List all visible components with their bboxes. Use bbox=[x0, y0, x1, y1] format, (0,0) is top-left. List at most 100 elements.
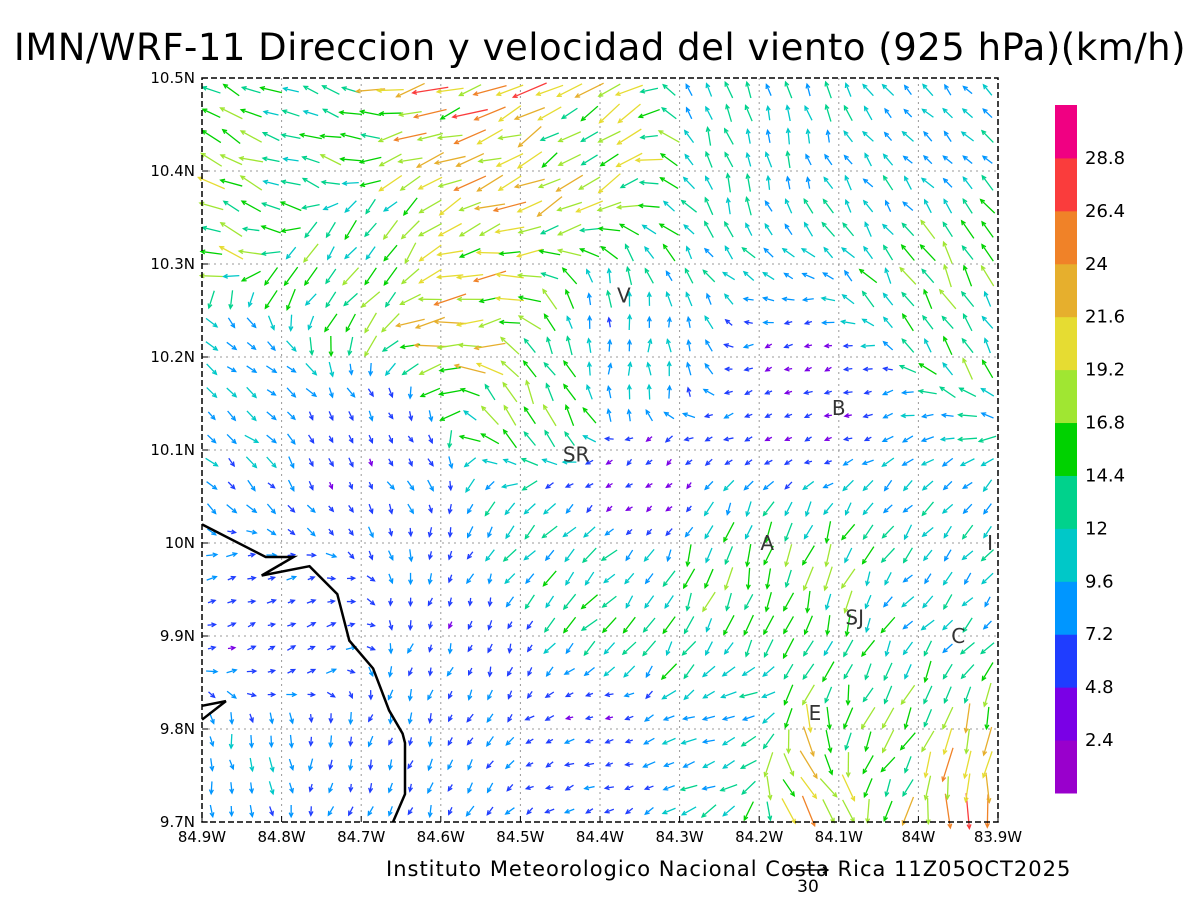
wind-arrow bbox=[841, 523, 856, 541]
wind-arrow bbox=[368, 666, 374, 678]
wind-arrow bbox=[368, 782, 374, 794]
wind-arrow bbox=[764, 343, 773, 349]
wind-arrow bbox=[305, 363, 318, 376]
wind-arrow bbox=[723, 293, 734, 305]
wind-arrow bbox=[901, 796, 915, 827]
wind-arrow bbox=[564, 404, 575, 426]
wind-arrow bbox=[564, 692, 574, 698]
wind-arrow bbox=[901, 222, 915, 237]
wind-arrow bbox=[246, 317, 257, 329]
wind-arrow bbox=[706, 292, 712, 305]
y-tick-label: 10.1N bbox=[150, 441, 195, 459]
wind-arrow bbox=[681, 412, 696, 419]
wind-arrow bbox=[658, 223, 679, 236]
wind-arrow bbox=[584, 692, 594, 697]
wind-arrow bbox=[645, 690, 653, 700]
wind-arrow bbox=[645, 408, 654, 422]
wind-arrow bbox=[626, 408, 632, 422]
wind-arrow bbox=[260, 202, 281, 210]
wind-arrow bbox=[805, 590, 811, 614]
wind-arrow bbox=[844, 198, 852, 213]
wind-arrow bbox=[883, 131, 893, 141]
wind-arrow bbox=[665, 528, 673, 537]
wind-arrow bbox=[982, 479, 993, 493]
wind-arrow bbox=[543, 361, 556, 376]
wind-arrow bbox=[823, 389, 832, 395]
wind-arrow bbox=[942, 177, 953, 188]
wind-arrow bbox=[925, 798, 931, 826]
wind-arrow bbox=[492, 201, 527, 213]
wind-arrow bbox=[823, 502, 834, 516]
wind-arrow bbox=[784, 436, 793, 442]
wind-arrow bbox=[704, 362, 714, 375]
wind-arrow bbox=[494, 295, 525, 302]
wind-arrow bbox=[645, 459, 653, 465]
wind-arrow bbox=[682, 568, 696, 590]
wind-arrow bbox=[226, 552, 239, 558]
wind-arrow bbox=[522, 360, 537, 378]
wind-arrow bbox=[923, 549, 933, 562]
wind-arrow bbox=[864, 663, 872, 681]
wind-arrow bbox=[453, 175, 487, 191]
wind-arrow bbox=[525, 379, 535, 405]
wind-arrow bbox=[268, 735, 274, 748]
wind-arrow bbox=[301, 177, 320, 189]
wind-arrow bbox=[247, 479, 256, 492]
wind-arrow bbox=[921, 730, 935, 753]
wind-arrow bbox=[704, 315, 714, 330]
wind-arrow bbox=[603, 808, 615, 814]
colorbar-swatch bbox=[1055, 634, 1077, 688]
wind-arrow bbox=[280, 227, 301, 234]
wind-arrow bbox=[437, 179, 462, 188]
wind-arrow bbox=[328, 505, 335, 513]
wind-arrow bbox=[261, 132, 280, 142]
wind-arrow bbox=[685, 245, 693, 260]
reference-vector: 30 bbox=[788, 866, 830, 897]
wind-arrow bbox=[805, 176, 811, 189]
wind-arrow bbox=[472, 270, 507, 283]
wind-arrow bbox=[387, 759, 393, 771]
wind-arrow bbox=[563, 668, 575, 675]
wind-arrow bbox=[721, 715, 735, 721]
colorbar-label: 21.6 bbox=[1085, 307, 1125, 328]
wind-arrow bbox=[883, 685, 893, 705]
colorbar-label: 7.2 bbox=[1085, 624, 1114, 645]
wind-arrow bbox=[982, 751, 993, 779]
wind-arrow bbox=[326, 622, 337, 628]
wind-arrow bbox=[308, 458, 314, 468]
wind-arrow bbox=[246, 410, 257, 422]
wind-arrow bbox=[368, 362, 374, 377]
wind-arrow bbox=[942, 240, 953, 264]
wind-arrow bbox=[525, 761, 534, 767]
wind-arrow bbox=[724, 567, 734, 591]
wind-arrow bbox=[404, 242, 417, 265]
wind-arrow bbox=[704, 525, 714, 540]
wind-arrow bbox=[226, 366, 237, 373]
wind-arrow bbox=[741, 715, 755, 721]
wind-arrow bbox=[647, 337, 653, 353]
wind-arrow bbox=[448, 621, 453, 630]
wind-arrow bbox=[387, 689, 394, 701]
wind-arrow bbox=[597, 173, 621, 194]
wind-arrow bbox=[520, 457, 539, 466]
station-label: V bbox=[617, 284, 631, 308]
wind-arrow bbox=[942, 663, 953, 680]
wind-arrow bbox=[308, 713, 314, 724]
wind-arrow bbox=[705, 339, 713, 352]
wind-arrow bbox=[584, 738, 594, 744]
wind-arrow bbox=[744, 524, 753, 540]
wind-arrow bbox=[644, 246, 655, 259]
wind-arrow bbox=[764, 436, 773, 442]
wind-arrow bbox=[472, 85, 507, 97]
wind-arrow bbox=[604, 528, 614, 536]
wind-arrow bbox=[407, 643, 414, 654]
wind-arrow bbox=[458, 201, 481, 212]
wind-arrow bbox=[388, 528, 394, 537]
wind-arrow bbox=[804, 366, 812, 372]
wind-arrow bbox=[943, 686, 952, 704]
wind-arrow bbox=[662, 616, 676, 635]
wind-arrow bbox=[862, 524, 874, 541]
wind-arrow bbox=[407, 712, 413, 725]
wind-arrow bbox=[433, 293, 467, 306]
wind-arrow bbox=[721, 736, 736, 746]
